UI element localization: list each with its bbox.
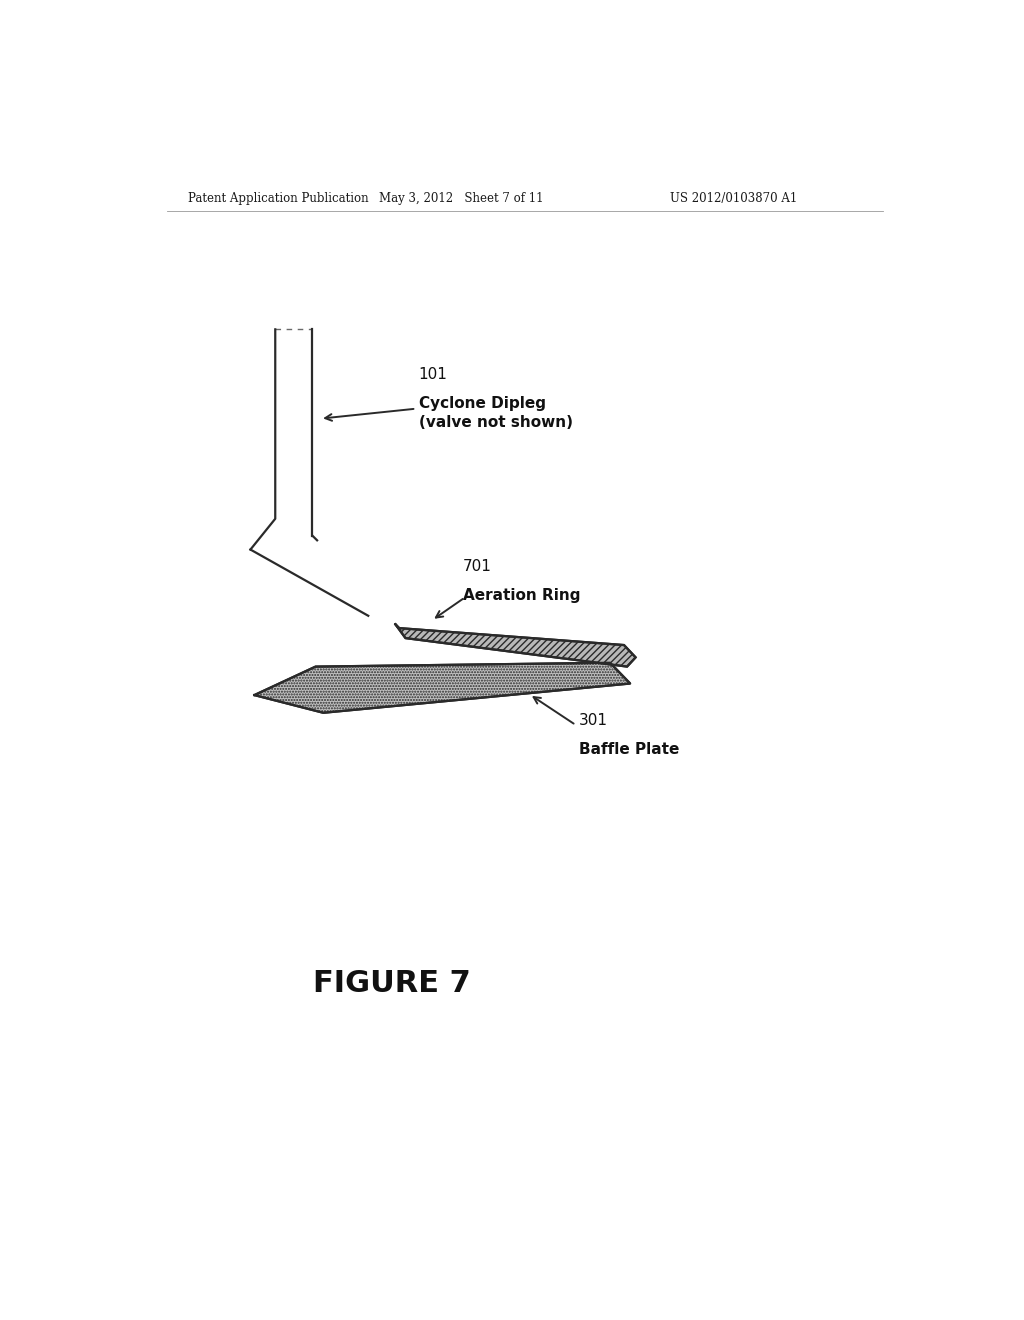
Text: 101: 101: [419, 367, 447, 381]
Polygon shape: [254, 663, 630, 713]
Polygon shape: [395, 624, 636, 667]
Text: US 2012/0103870 A1: US 2012/0103870 A1: [671, 191, 798, 205]
Text: Cyclone Dipleg: Cyclone Dipleg: [419, 396, 546, 411]
Text: (valve not shown): (valve not shown): [419, 414, 572, 430]
Text: 301: 301: [579, 713, 608, 729]
Text: Aeration Ring: Aeration Ring: [463, 589, 581, 603]
Text: Patent Application Publication: Patent Application Publication: [188, 191, 369, 205]
Text: May 3, 2012   Sheet 7 of 11: May 3, 2012 Sheet 7 of 11: [379, 191, 544, 205]
Text: Baffle Plate: Baffle Plate: [579, 742, 680, 758]
Text: FIGURE 7: FIGURE 7: [312, 969, 470, 998]
Text: 701: 701: [463, 560, 492, 574]
